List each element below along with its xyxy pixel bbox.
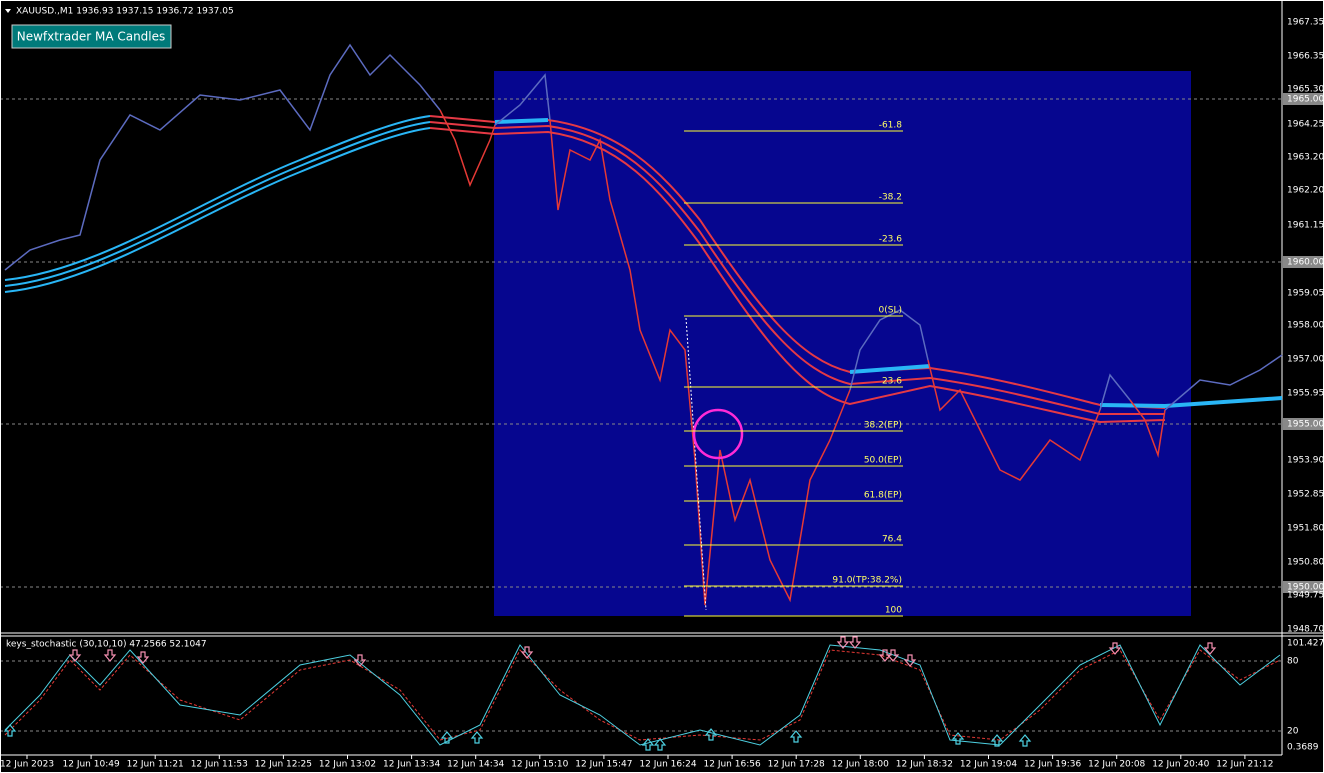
time-label: 12 Jun 13:02: [319, 760, 376, 770]
stochastic-lines: [4, 644, 1281, 746]
time-label: 12 Jun 20:40: [1152, 760, 1209, 770]
time-label: 12 Jun 2023: [0, 760, 54, 770]
sell-arrow: [903, 654, 917, 667]
time-label: 12 Jun 11:21: [127, 760, 184, 770]
price-label: 1957.00: [1287, 355, 1324, 365]
fib-label: -38.2: [879, 193, 902, 203]
time-label: 12 Jun 11:53: [191, 760, 248, 770]
buy-arrow: [440, 731, 454, 744]
time-label: 12 Jun 21:12: [1216, 760, 1273, 770]
price-label: 1950.80: [1287, 558, 1324, 568]
buy-arrow: [789, 730, 803, 743]
indicator-button-label[interactable]: Newfxtrader MA Candles: [17, 30, 166, 44]
fib-label: -61.8: [879, 121, 903, 131]
time-label: 12 Jun 20:08: [1088, 760, 1145, 770]
price-label: 1955.95: [1287, 389, 1324, 399]
oscillator-label: 20: [1287, 727, 1299, 737]
price-line: [4, 43, 1283, 606]
buy-arrow: [641, 738, 655, 751]
oscillator-title: keys_stochastic (30,10,10) 47.2566 52.10…: [6, 640, 207, 650]
price-label: 1965.00: [1287, 95, 1324, 105]
price-highlight: [1283, 581, 1323, 593]
fib-label: 76.4: [882, 535, 902, 545]
oscillator-label: 101.4271: [1287, 639, 1324, 649]
price-label: 1950.00: [1287, 583, 1324, 593]
price-label: 1958.00: [1287, 321, 1324, 331]
time-label: 12 Jun 14:34: [447, 760, 504, 770]
price-label: 1953.90: [1287, 456, 1324, 466]
sell-arrow: [520, 646, 534, 659]
fib-label: 61.8(EP): [864, 491, 902, 501]
fib-label: 0(SL): [879, 306, 902, 316]
fib-label: 23.6: [882, 377, 902, 387]
time-label: 12 Jun 18:00: [832, 760, 889, 770]
price-label: 1965.30: [1287, 85, 1324, 95]
highlight-circle: [692, 408, 744, 460]
level-lines: [0, 98, 1282, 732]
sell-arrow: [353, 654, 367, 667]
fib-label: 100: [885, 606, 902, 616]
price-label: 1948.70: [1287, 625, 1324, 635]
time-label: 12 Jun 15:47: [575, 760, 632, 770]
price-highlight: [1283, 256, 1323, 268]
price-label: 1955.00: [1287, 420, 1324, 430]
price-label: 1949.75: [1287, 591, 1324, 601]
sell-arrow: [1108, 642, 1122, 655]
price-label: 1959.05: [1287, 289, 1324, 299]
indicator-button[interactable]: [11, 24, 172, 49]
time-label: 12 Jun 13:34: [383, 760, 440, 770]
buy-arrow: [653, 738, 667, 751]
sell-arrow: [848, 636, 862, 649]
time-label: 12 Jun 16:24: [639, 760, 696, 770]
oscillator-label: 80: [1287, 657, 1299, 667]
time-label: 12 Jun 16:56: [704, 760, 761, 770]
price-label: 1967.35: [1287, 18, 1324, 28]
buy-arrow: [3, 724, 17, 737]
sell-arrow: [103, 649, 117, 662]
symbol-info: XAUUSD.,M1 1936.93 1937.15 1936.72 1937.…: [16, 7, 234, 17]
time-label: 12 Jun 19:36: [1024, 760, 1081, 770]
buy-arrow: [1018, 734, 1032, 747]
fib-anchor: [685, 317, 707, 611]
ma-bands: [4, 115, 1283, 424]
price-label: 1964.25: [1287, 120, 1324, 130]
buy-arrow: [990, 734, 1004, 747]
price-label: 1961.15: [1287, 221, 1324, 231]
time-label: 12 Jun 18:32: [896, 760, 953, 770]
price-label: 1966.35: [1287, 52, 1324, 62]
price-label: 1960.00: [1287, 258, 1324, 268]
price-highlight: [1283, 93, 1323, 105]
time-label: 12 Jun 17:28: [768, 760, 825, 770]
sell-arrow: [836, 636, 850, 649]
price-label: 1962.20: [1287, 186, 1324, 196]
sell-arrow: [136, 651, 150, 664]
menu-triangle[interactable]: [5, 9, 11, 13]
sell-arrow: [68, 649, 82, 662]
buy-arrow: [704, 728, 718, 741]
sell-arrow: [1203, 642, 1217, 655]
time-label: 12 Jun 15:10: [511, 760, 568, 770]
fib-label: 50.0(EP): [864, 456, 902, 466]
time-label: 12 Jun 12:25: [255, 760, 312, 770]
buy-arrow: [951, 732, 965, 745]
price-label: 1952.85: [1287, 490, 1324, 500]
oscillator-label: 0.3689: [1287, 743, 1319, 753]
price-label: 1951.80: [1287, 524, 1324, 534]
time-label: 12 Jun 10:49: [63, 760, 120, 770]
fib-label: -23.6: [879, 235, 903, 245]
sell-arrow: [886, 649, 900, 662]
fib-label: 91.0(TP:38.2%): [832, 576, 902, 586]
fib-label: 38.2(EP): [864, 421, 902, 431]
time-label: 12 Jun 19:04: [960, 760, 1017, 770]
buy-arrow: [470, 731, 484, 744]
price-highlight: [1283, 418, 1323, 430]
price-label: 1963.20: [1287, 153, 1324, 163]
highlight-zone: [494, 71, 1191, 616]
